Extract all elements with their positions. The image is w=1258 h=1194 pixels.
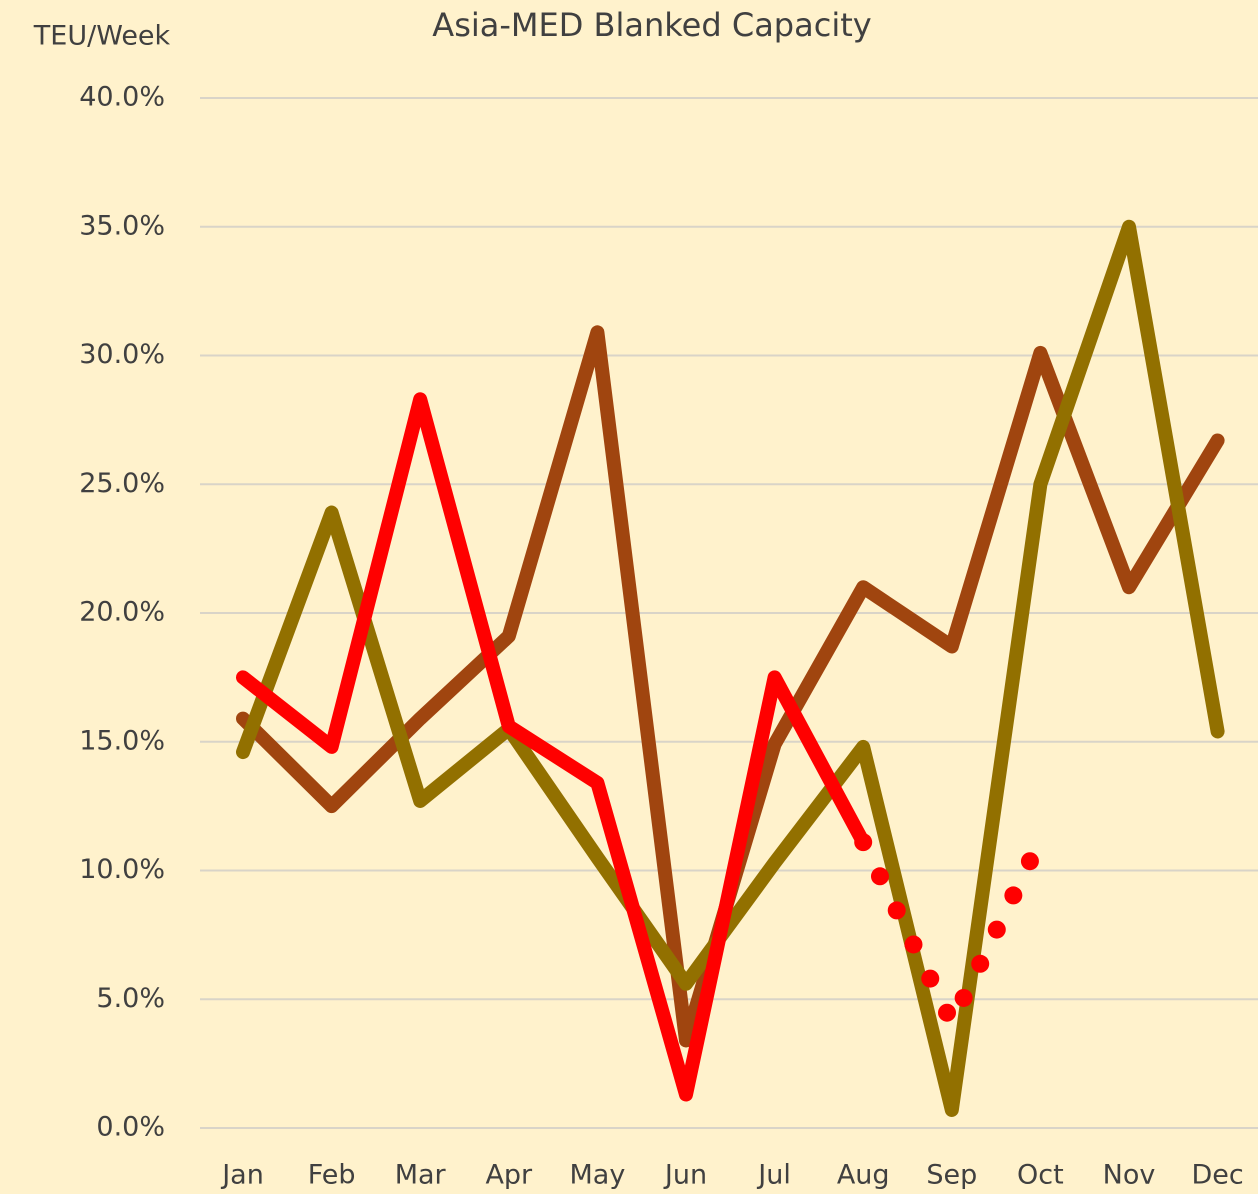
chart-title: Asia-MED Blanked Capacity (432, 6, 871, 44)
x-tick-label: Jun (663, 1160, 707, 1191)
y-tick-label: 30.0% (79, 339, 165, 370)
x-tick-label: Mar (395, 1160, 447, 1191)
x-tick-label: May (569, 1160, 625, 1191)
y-tick-label: 5.0% (96, 983, 165, 1014)
x-tick-label: Dec (1191, 1160, 1243, 1191)
x-tick-label: Jan (220, 1160, 264, 1191)
x-tick-label: Sep (926, 1160, 977, 1191)
x-tick-label: Aug (837, 1160, 890, 1191)
y-tick-label: 40.0% (79, 82, 165, 113)
x-tick-label: Jul (756, 1160, 791, 1191)
y-tick-label: 20.0% (79, 597, 165, 628)
y-tick-label: 0.0% (96, 1112, 165, 1143)
y-tick-label: 25.0% (79, 468, 165, 499)
y-tick-label: 35.0% (79, 210, 165, 241)
dotted-line (854, 830, 1050, 1032)
x-tick-label: Feb (308, 1160, 356, 1191)
x-tick-label: Nov (1103, 1160, 1156, 1191)
line (236, 392, 871, 1102)
x-tick-label: Oct (1017, 1160, 1064, 1191)
y-tick-label: 10.0% (79, 854, 165, 885)
x-tick-label: Apr (485, 1160, 533, 1191)
line (236, 219, 1225, 1117)
y-axis-label: TEU/Week (33, 21, 171, 52)
y-tick-label: 15.0% (79, 725, 165, 756)
